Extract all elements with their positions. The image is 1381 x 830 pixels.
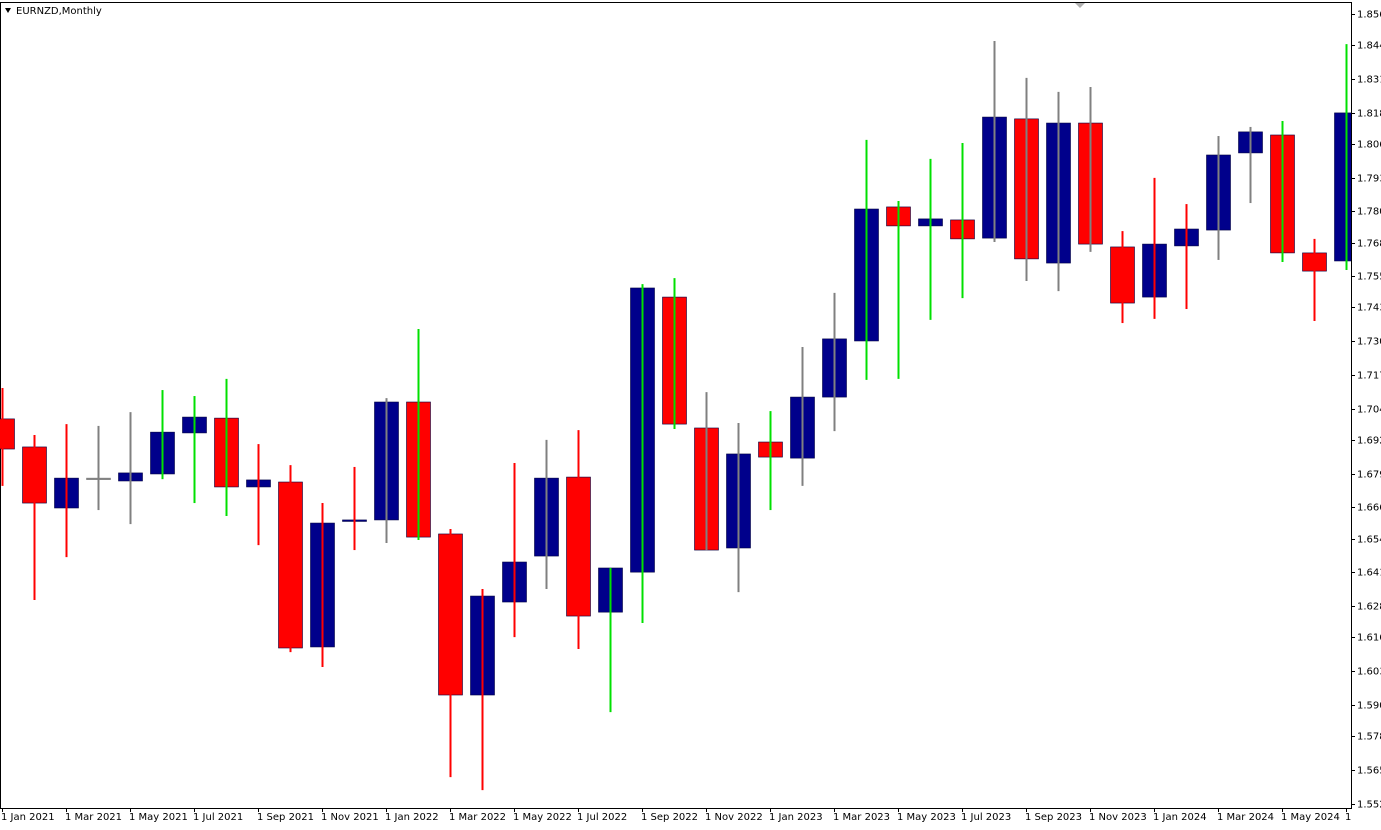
- time-axis: 1 Jan 2021 1 Mar 2021 1 May 2021 1 Jul 2021…: [1, 808, 1381, 823]
- y-tick-label: 1.628: [1357, 602, 1381, 613]
- y-tick-label: 1.768: [1357, 239, 1381, 250]
- x-tick-label: 1 Jul 2021: [193, 812, 243, 823]
- y-tick-label: 1.717: [1357, 371, 1381, 382]
- y-tick-label: 1.603: [1357, 667, 1381, 678]
- x-tick-label: 1 May 2022: [513, 812, 572, 823]
- plot-area: [0, 40, 1351, 791]
- x-tick-label: 1 Jul 2023: [961, 812, 1011, 823]
- x-tick-label: 1 Mar 2022: [449, 812, 506, 823]
- y-tick-label: 1.641: [1357, 568, 1381, 579]
- y-tick-label: 1.590: [1357, 701, 1381, 712]
- y-tick-label: 1.654: [1357, 535, 1381, 546]
- y-tick-label: 1.743: [1357, 303, 1381, 314]
- y-tick-label: 1.856: [1357, 10, 1381, 21]
- chart-title: EURNZD,Monthly: [16, 6, 102, 17]
- x-tick-label: 1 Nov 2022: [705, 812, 763, 823]
- y-tick-label: 1.831: [1357, 75, 1381, 86]
- y-tick-label: 1.806: [1357, 140, 1381, 151]
- x-tick-label: 1 May 2023: [897, 812, 956, 823]
- title-arrow: [5, 8, 11, 13]
- y-tick-label: 1.679: [1357, 470, 1381, 481]
- y-tick-label: 1.844: [1357, 41, 1381, 52]
- x-tick-label: 1 Mar 2021: [65, 812, 122, 823]
- y-tick-label: 1.818: [1357, 109, 1381, 120]
- y-tick-label: 1.578: [1357, 732, 1381, 743]
- x-tick-label: 1 Jul 2024: [1345, 812, 1381, 823]
- chart-shift-marker: [1075, 3, 1085, 8]
- price-axis: 1.856 1.844 1.831 1.818 1.806 1.793 1.780 1.768…: [1351, 10, 1381, 811]
- x-tick-label: 1 Nov 2021: [321, 812, 379, 823]
- x-tick-label: 1 Jan 2023: [769, 812, 823, 823]
- x-tick-label: 1 Jan 2021: [1, 812, 55, 823]
- x-tick-label: 1 Jul 2022: [577, 812, 627, 823]
- y-tick-label: 1.552: [1357, 800, 1381, 811]
- y-tick-label: 1.730: [1357, 337, 1381, 348]
- y-tick-label: 1.565: [1357, 766, 1381, 777]
- y-tick-label: 1.793: [1357, 174, 1381, 185]
- x-tick-label: 1 Sep 2023: [1025, 812, 1082, 823]
- x-tick-label: 1 Sep 2021: [257, 812, 314, 823]
- y-tick-label: 1.704: [1357, 405, 1381, 416]
- y-tick-label: 1.780: [1357, 207, 1381, 218]
- x-tick-label: 1 Jan 2024: [1153, 812, 1207, 823]
- y-tick-label: 1.666: [1357, 503, 1381, 514]
- x-tick-label: 1 Sep 2022: [641, 812, 698, 823]
- x-tick-label: 1 Nov 2023: [1089, 812, 1147, 823]
- x-tick-label: 1 Mar 2023: [833, 812, 890, 823]
- x-tick-label: 1 Mar 2024: [1217, 812, 1274, 823]
- y-tick-label: 1.755: [1357, 272, 1381, 283]
- y-tick-label: 1.616: [1357, 633, 1381, 644]
- x-tick-label: 1 Jan 2022: [385, 812, 439, 823]
- x-tick-label: 1 May 2021: [129, 812, 188, 823]
- y-tick-label: 1.692: [1357, 436, 1381, 447]
- x-tick-label: 1 May 2024: [1281, 812, 1340, 823]
